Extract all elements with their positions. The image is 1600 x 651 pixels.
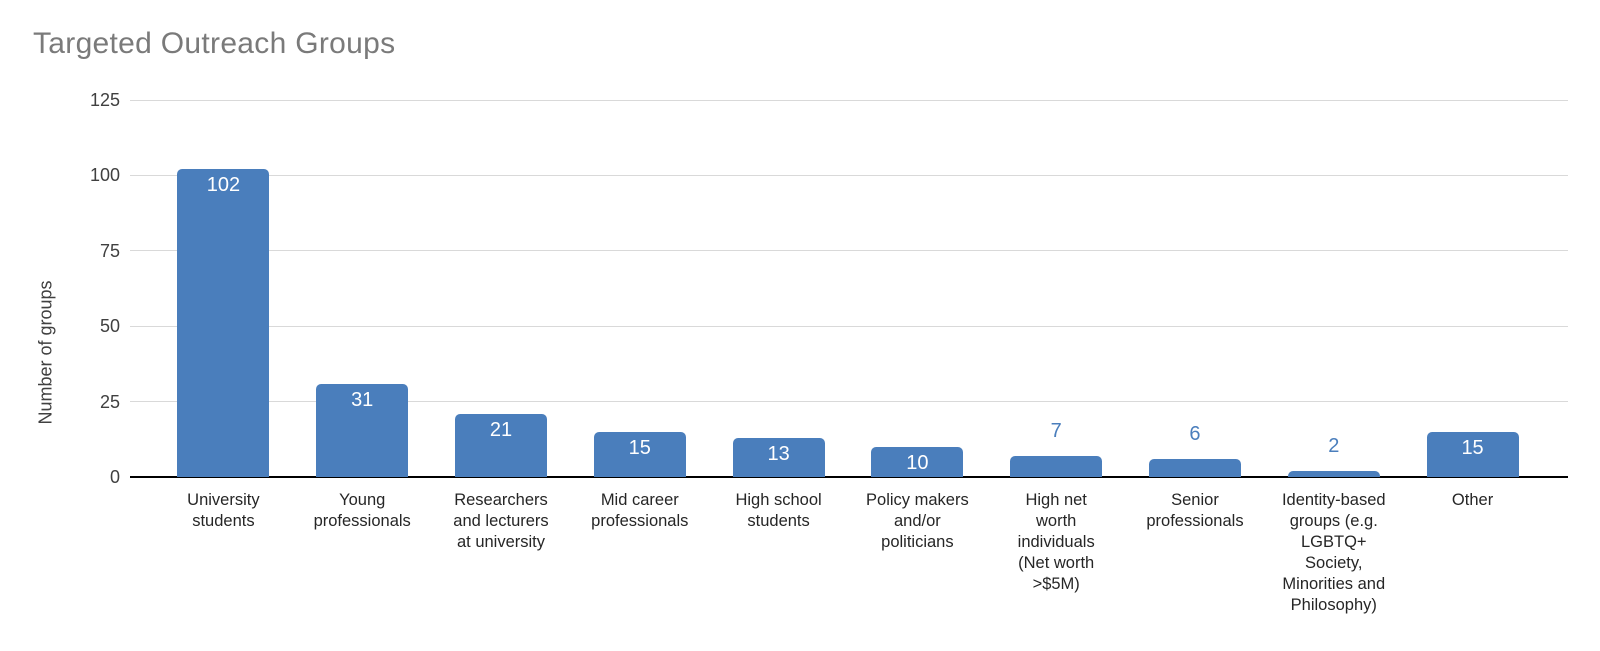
x-tick-label: High school students (735, 491, 822, 530)
x-tick-label: University students (187, 491, 260, 530)
x-tick-label: Young professionals (313, 491, 411, 530)
bar (1148, 458, 1241, 477)
value-label: 15 (628, 436, 651, 459)
bar-slot: 102 (154, 100, 293, 477)
y-tick-label: 25 (99, 391, 120, 412)
bar-slot: 31 (293, 100, 432, 477)
x-tick-label: Other (1451, 491, 1494, 509)
value-label: 21 (489, 418, 513, 441)
bar: 102 (177, 169, 270, 477)
bar: 15 (1426, 431, 1519, 477)
bar-slot: 10 (848, 100, 987, 477)
bar-slot: 13 (709, 100, 848, 477)
y-tick-label: 0 (109, 467, 120, 487)
x-tick-label: Researchers and lecturers at university (453, 491, 549, 551)
bar: 13 (732, 437, 825, 477)
gridline (130, 250, 1568, 252)
y-tick-label: 75 (99, 240, 120, 261)
x-tick-label: Mid career professionals (591, 491, 689, 530)
bar: 31 (316, 383, 409, 477)
x-axis-line (130, 476, 1568, 478)
gridline (130, 99, 1568, 101)
value-label: 15 (1461, 436, 1484, 459)
bar-slot: 6 (1126, 100, 1265, 477)
value-label: 6 (1189, 422, 1201, 445)
y-tick-label: 50 (99, 316, 120, 337)
y-tick-label: 125 (89, 90, 120, 110)
value-label: 10 (906, 451, 929, 474)
chart-title: Targeted Outreach Groups (33, 27, 396, 60)
bar-slot: 21 (432, 100, 571, 477)
bar-slot: 15 (1403, 100, 1542, 477)
gridline (130, 174, 1568, 176)
y-axis-title: Number of groups (35, 280, 56, 425)
bar-slot: 2 (1264, 100, 1403, 477)
x-tick-label: Policy makers and/or politicians (866, 491, 969, 551)
x-tick-label: Identity-based groups (e.g. LGBTQ+ Socie… (1281, 491, 1386, 614)
x-tick-label: High net worth individuals (Net worth >$… (1017, 491, 1095, 593)
plot-area: 102 31 21 15 13 10 7 6 2 15 (154, 100, 1542, 477)
value-label: 7 (1050, 419, 1062, 442)
bar (1010, 455, 1103, 477)
value-label: 102 (206, 174, 241, 197)
x-tick-label: Senior professionals (1146, 491, 1244, 530)
y-tick-label: 100 (89, 165, 120, 186)
x-axis-labels: University students Young professionals Re… (154, 490, 1542, 616)
bar: 15 (593, 431, 686, 477)
bar: 10 (871, 446, 964, 477)
gridline (130, 401, 1568, 403)
value-label: 2 (1328, 434, 1340, 457)
bar-slot: 15 (570, 100, 709, 477)
bar: 21 (454, 413, 547, 477)
bar (1287, 470, 1380, 477)
value-label: 13 (767, 442, 790, 465)
bar-slot: 7 (987, 100, 1126, 477)
value-label: 31 (351, 388, 374, 411)
gridline (130, 325, 1568, 327)
